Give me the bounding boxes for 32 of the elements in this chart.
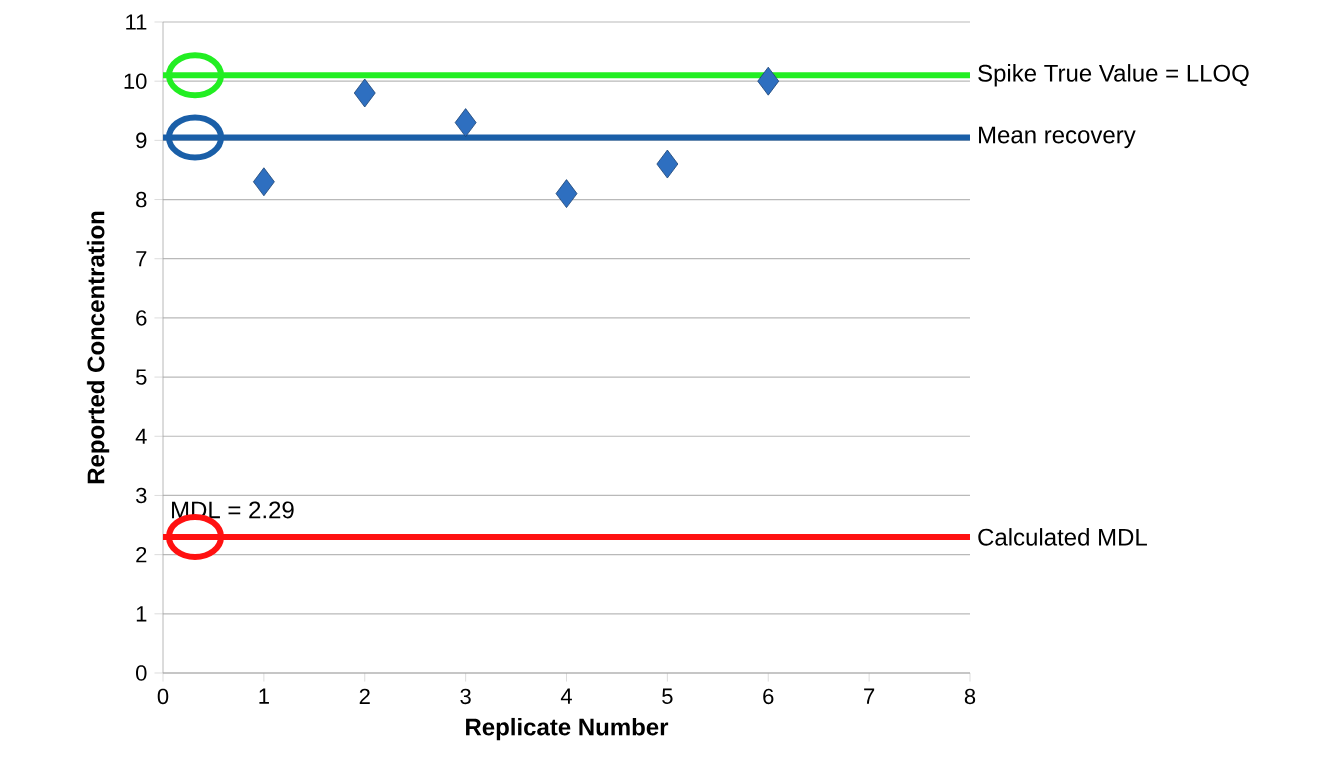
y-tick-label: 11 xyxy=(126,14,147,30)
point xyxy=(555,179,578,209)
y-axis-title: Reported Concentration xyxy=(86,211,110,484)
x-tick-label: 7 xyxy=(864,688,875,704)
x-tick-label: 4 xyxy=(560,688,572,704)
x-axis-title: Replicate Number xyxy=(466,717,669,741)
y-tick-label: 1 xyxy=(136,606,147,622)
point xyxy=(454,108,477,137)
point xyxy=(353,78,376,108)
x-tick-label: 8 xyxy=(964,688,976,705)
y-tick-label: 2 xyxy=(136,546,147,563)
point xyxy=(252,167,275,197)
y-tick-label: 6 xyxy=(136,310,147,326)
y-tick-label: 10 xyxy=(124,73,147,89)
x-tick-label: 5 xyxy=(662,688,673,704)
ref-line-label: Calculated MDL xyxy=(978,528,1147,546)
y-tick-label: 0 xyxy=(136,665,147,681)
ref-line-label: Mean recovery xyxy=(979,126,1136,149)
x-tick-label: 2 xyxy=(359,688,370,704)
y-tick-label: 5 xyxy=(136,369,147,385)
x-tick-label: 3 xyxy=(460,688,471,705)
x-tick-label: 6 xyxy=(763,688,774,705)
ref-line-label: Spike True Value = LLOQ xyxy=(978,64,1249,87)
x-tick-label: 1 xyxy=(259,688,269,704)
y-tick-label: 3 xyxy=(136,487,147,504)
point xyxy=(656,149,679,179)
y-tick-label: 9 xyxy=(136,132,147,149)
y-tick-label: 4 xyxy=(135,428,147,444)
y-tick-label: 8 xyxy=(136,191,147,208)
point xyxy=(757,66,780,96)
y-tick-label: 7 xyxy=(136,251,147,267)
x-tick-label: 0 xyxy=(157,688,169,705)
